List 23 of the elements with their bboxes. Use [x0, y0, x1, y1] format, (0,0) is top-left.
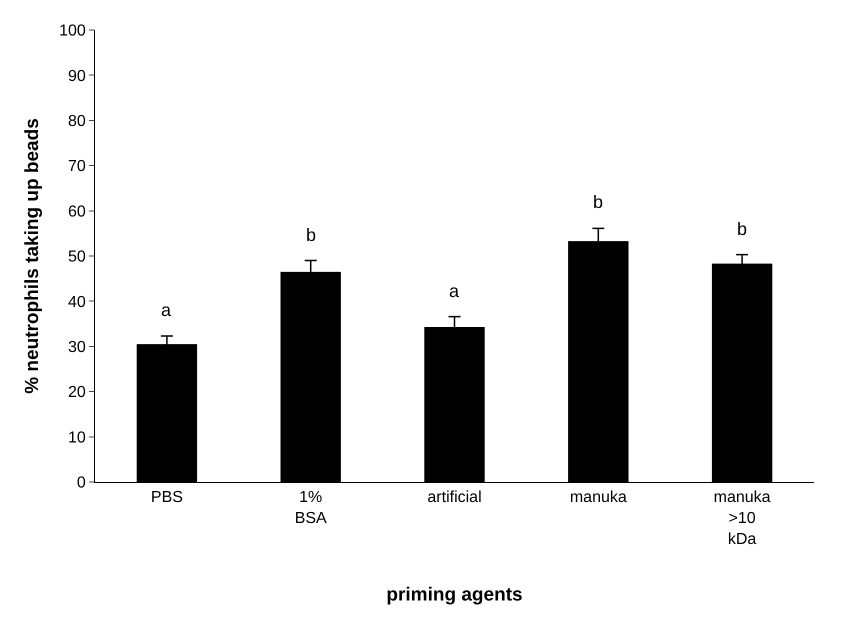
y-tick-label: 0	[76, 474, 86, 492]
annotation: b	[306, 225, 316, 245]
annotation: a	[449, 281, 460, 301]
y-tick-label: 30	[68, 339, 86, 356]
y-tick-label: 60	[68, 203, 86, 220]
y-tick-label: 50	[68, 248, 86, 266]
y-tick-label: 90	[68, 68, 86, 85]
y-axis-title: % neutrophils taking up beads	[22, 118, 43, 394]
annotation: a	[161, 300, 172, 320]
annotation: b	[737, 219, 748, 239]
y-tick-label: 80	[68, 113, 86, 130]
x-tick-label: manuka >10 kDa	[714, 489, 771, 548]
y-tick-label: 40	[68, 294, 86, 311]
y-tick-label: 70	[68, 158, 86, 176]
x-tick-label: 1% BSA	[294, 489, 328, 527]
annotation: b	[593, 192, 604, 212]
y-tick-label: 20	[68, 384, 86, 402]
x-tick-label: PBS	[150, 489, 183, 506]
y-tick-label: 10	[68, 429, 86, 446]
x-axis-title: priming agents	[386, 584, 523, 606]
x-tick-label: artificial	[427, 489, 482, 506]
y-tick-label: 100	[59, 22, 86, 40]
x-tick-label: manuka	[570, 489, 627, 506]
